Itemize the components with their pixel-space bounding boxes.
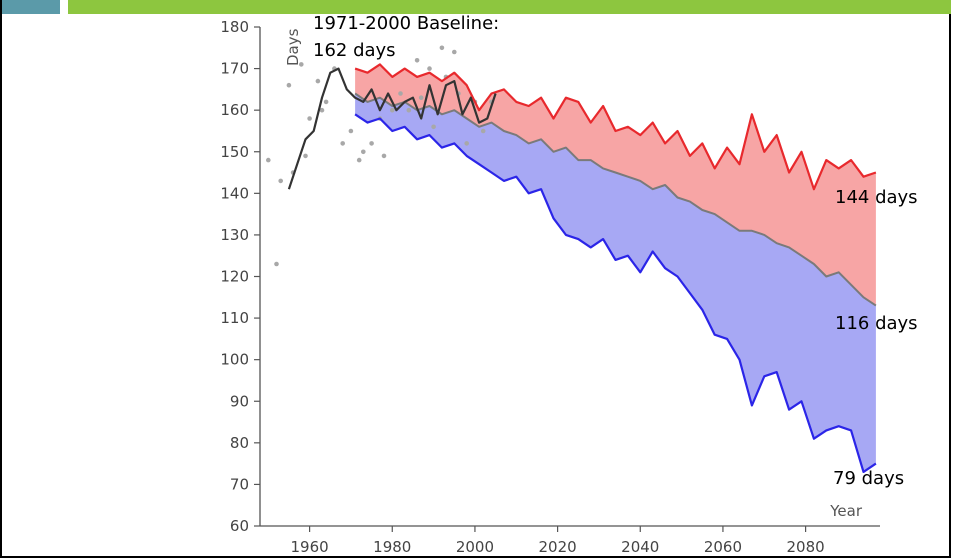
scatter-point <box>398 91 403 96</box>
scatter-point <box>348 128 354 134</box>
observed-series-line <box>287 67 497 190</box>
y-tick-label: 180 <box>220 18 249 36</box>
scatter-point <box>480 128 486 134</box>
scatter-point <box>369 141 374 146</box>
y-axis-title: Days <box>284 28 302 66</box>
scatter-point <box>274 261 279 267</box>
y-tick-label: 170 <box>220 60 249 78</box>
scatter-point <box>414 58 420 63</box>
x-tick-label: 2060 <box>704 538 742 556</box>
scatter-point <box>286 82 292 88</box>
high-end-label: 144 days <box>835 187 918 208</box>
y-tick-label: 150 <box>220 143 249 161</box>
y-ticks: 60 70 80 90 100 110 120 130 140 150 160 170 180 <box>220 18 260 535</box>
y-tick-label: 80 <box>230 434 249 452</box>
scatter-point <box>266 157 271 163</box>
x-tick-label: 1980 <box>373 538 411 556</box>
y-tick-label: 100 <box>220 351 249 369</box>
low-series-line <box>354 113 877 473</box>
scatter-point <box>390 107 395 113</box>
accent-square <box>2 0 60 14</box>
x-axis-title: Year <box>829 502 863 520</box>
scatter-point <box>315 78 321 84</box>
y-tick-label: 120 <box>220 268 249 286</box>
projection-bands <box>355 64 876 472</box>
y-tick-label: 110 <box>220 309 249 327</box>
low-band <box>355 93 876 472</box>
scatter-point <box>319 107 325 113</box>
scatter-point <box>299 62 304 67</box>
accent-bar <box>68 0 951 14</box>
x-tick-label: 1960 <box>291 538 329 556</box>
scatter-point <box>303 153 308 159</box>
baseline-annotation-line2: 162 days <box>313 40 396 61</box>
high-series-line <box>354 63 877 191</box>
high-band <box>355 64 876 306</box>
scatter-point <box>431 124 436 130</box>
y-tick-label: 90 <box>230 392 249 410</box>
scatter-point <box>439 45 445 51</box>
scatter-point <box>307 116 312 121</box>
mid-end-label: 116 days <box>835 313 918 334</box>
mid-series-line <box>354 92 877 307</box>
y-tick-label: 130 <box>220 226 249 244</box>
series-lines <box>287 63 877 473</box>
scatter-point <box>418 95 424 100</box>
scatter-point <box>340 141 346 146</box>
scatter-point <box>323 99 329 105</box>
x-tick-label: 2040 <box>621 538 659 556</box>
y-tick-label: 70 <box>230 475 249 493</box>
x-tick-label: 2000 <box>456 538 494 556</box>
scatter-point <box>278 178 284 184</box>
observed-scatter <box>266 45 494 267</box>
x-tick-label: 2080 <box>787 538 825 556</box>
scatter-point <box>452 49 457 55</box>
scatter-point <box>464 141 470 146</box>
baseline-annotation-line1: 1971-2000 Baseline: <box>313 13 499 34</box>
y-tick-label: 140 <box>220 184 249 202</box>
scatter-point <box>381 153 387 159</box>
x-ticks: 1960 1980 2000 2020 2040 2060 2080 <box>291 526 825 556</box>
scatter-point <box>361 149 366 155</box>
y-tick-label: 160 <box>220 101 249 119</box>
scatter-point <box>427 66 432 71</box>
y-tick-label: 60 <box>230 517 249 535</box>
scatter-point <box>356 157 362 163</box>
scatter-point <box>406 107 412 113</box>
low-end-label: 79 days <box>833 468 904 489</box>
x-tick-label: 2020 <box>539 538 577 556</box>
